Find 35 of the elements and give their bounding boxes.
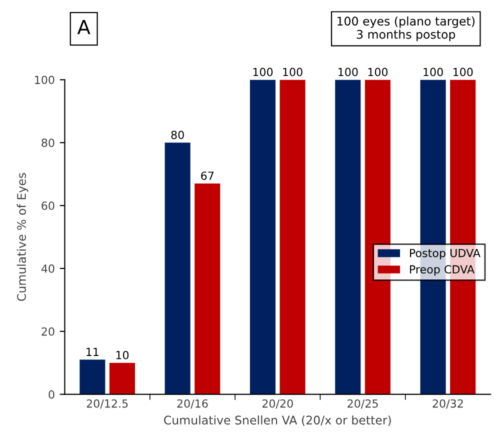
bar bbox=[335, 80, 361, 394]
data-label: 100 bbox=[253, 68, 273, 76]
bar bbox=[280, 80, 306, 394]
bar bbox=[164, 142, 190, 394]
data-label: 67 bbox=[201, 172, 214, 180]
x-tick-label: 20/20 bbox=[262, 399, 293, 409]
data-label: 100 bbox=[368, 68, 388, 76]
bar bbox=[194, 184, 220, 394]
data-label: 10 bbox=[116, 350, 129, 360]
legend-label: Postop UDVA bbox=[410, 248, 480, 260]
x-tick-label: 20/32 bbox=[432, 399, 463, 409]
bar bbox=[109, 362, 135, 394]
data-label: 100 bbox=[424, 68, 443, 76]
bar bbox=[364, 80, 390, 394]
data-label: 100 bbox=[453, 68, 473, 76]
text: A bbox=[77, 20, 90, 34]
data-label: 100 bbox=[338, 68, 358, 76]
data-label: 80 bbox=[171, 130, 184, 140]
y-axis-title: Cumulative % of Eyes bbox=[16, 173, 28, 301]
x-tick-label: 20/12.5 bbox=[86, 399, 128, 409]
x-tick-label: 20/16 bbox=[177, 399, 208, 409]
bar bbox=[80, 360, 106, 394]
y-tick-label: 20 bbox=[42, 327, 54, 336]
y-tick-label: 60 bbox=[42, 202, 54, 210]
bar bbox=[250, 80, 276, 394]
data-label: 100 bbox=[283, 68, 302, 76]
y-tick-label: 40 bbox=[41, 264, 54, 273]
legend-label: Preop CDVA bbox=[410, 265, 474, 276]
x-axis-title: Cumulative Snellen VA (20/x or better) bbox=[164, 415, 391, 426]
x-tick-label: 20/25 bbox=[348, 399, 378, 409]
y-tick-label: 80 bbox=[42, 138, 54, 148]
y-tick-label: 100 bbox=[35, 76, 54, 84]
text: 100 eyes (plano target) 3 months postop bbox=[338, 16, 474, 42]
data-label: 11 bbox=[86, 348, 98, 356]
y-tick-label: 0 bbox=[48, 390, 54, 399]
